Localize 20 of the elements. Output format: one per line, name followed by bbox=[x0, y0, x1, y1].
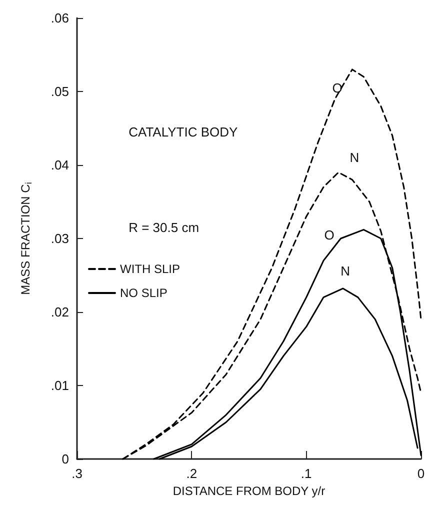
y-axis-title: MASS FRACTION Ci bbox=[18, 182, 34, 295]
x-tick-label: .1 bbox=[300, 466, 312, 481]
annotation: CATALYTIC BODY bbox=[128, 124, 238, 140]
annotation: N bbox=[350, 150, 360, 166]
x-tick-label: 0 bbox=[417, 466, 425, 481]
x-tick-label: .3 bbox=[72, 466, 82, 481]
legend-label: NO SLIP bbox=[120, 286, 168, 300]
annotation: O bbox=[324, 227, 334, 242]
annotation: N bbox=[340, 263, 350, 278]
y-tick-label: .01 bbox=[50, 378, 69, 393]
annotation: R = 30.5 cm bbox=[128, 220, 200, 235]
x-axis-title: DISTANCE FROM BODY y/r bbox=[172, 484, 326, 498]
y-tick-label: .02 bbox=[50, 304, 69, 320]
y-tick-label: .06 bbox=[50, 10, 69, 26]
y-tick-label: .04 bbox=[50, 158, 69, 172]
legend-label: WITH SLIP bbox=[120, 262, 180, 276]
y-tick-label: .03 bbox=[50, 231, 69, 246]
x-tick-label: .2 bbox=[186, 466, 198, 481]
y-tick-label: 0 bbox=[62, 452, 69, 466]
y-tick-label: .05 bbox=[50, 84, 69, 99]
